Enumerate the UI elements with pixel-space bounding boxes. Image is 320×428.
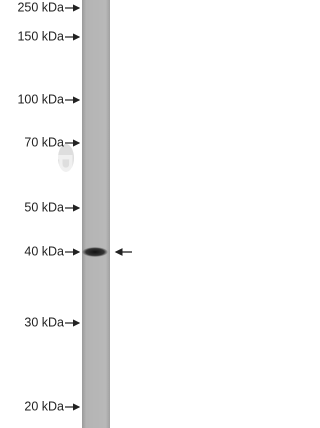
marker-label: 30 kDa: [24, 315, 64, 329]
marker-label: 70 kDa: [24, 135, 64, 149]
marker-label: 20 kDa: [24, 399, 64, 413]
background: [0, 0, 150, 428]
marker-label: 40 kDa: [24, 244, 64, 258]
marker-label: 150 kDa: [17, 29, 64, 43]
watermark: WWW.PTGLAB.COM: [45, 53, 78, 374]
lane: [82, 0, 110, 428]
smear: [58, 144, 74, 172]
marker-labels: 250 kDa 150 kDa 100 kDa 70 kDa 50 kDa 40 kDa 3…: [17, 0, 81, 413]
marker-label: 250 kDa: [17, 0, 64, 14]
band: [82, 247, 108, 257]
blot-figure: WWW.PTGLAB.COM 250 kDa 150 kDa 100 kDa 70 k…: [0, 0, 150, 428]
marker-label: 100 kDa: [17, 92, 64, 106]
page: {"markers": ["250 kDa", "150 kDa", "100 …: [0, 0, 150, 428]
marker-label: 50 kDa: [24, 200, 64, 214]
